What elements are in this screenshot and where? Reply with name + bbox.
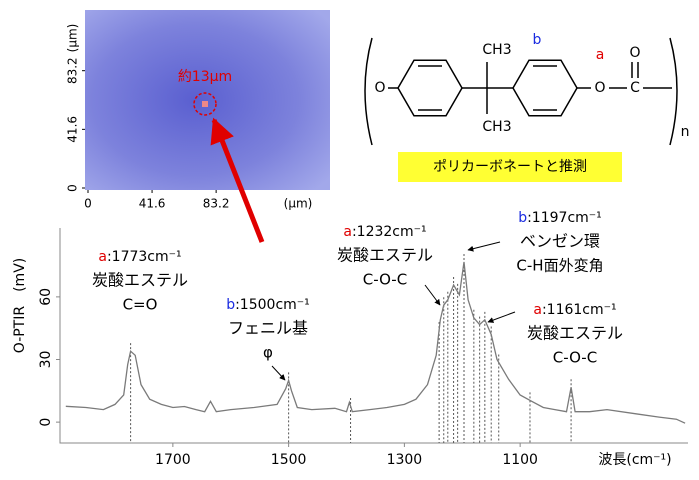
annotation-bond: φ — [263, 344, 273, 362]
atom: O — [594, 80, 605, 96]
annotation-letter: a — [533, 302, 542, 318]
annotation-arrow — [487, 311, 516, 323]
annotation-title: a:1232cm⁻¹ — [343, 224, 426, 240]
y-tick-label: 0 — [38, 418, 54, 427]
x-unit: (μm) — [284, 197, 313, 211]
x-tick-label: 41.6 — [139, 197, 166, 211]
annotation-title: a:1161cm⁻¹ — [533, 302, 616, 318]
x-tick-label: 0 — [84, 197, 92, 211]
annotation-group: フェニル基 — [228, 319, 308, 338]
y-tick-label: 0 — [66, 184, 80, 192]
structure: O CH3 CH3 b a O C O n ポリカーボネートと推測 — [364, 32, 690, 182]
annotation-arrow — [271, 365, 286, 381]
axis — [59, 228, 688, 444]
x-axis-label: 波長(cm⁻¹) — [598, 452, 671, 468]
x-tick-label: 1300 — [387, 452, 423, 468]
letter-a: a — [596, 47, 605, 63]
annotation-wavenumber: :1773cm⁻¹ — [107, 249, 182, 265]
micrograph-image — [85, 10, 330, 190]
y-tick-label: 60 — [38, 288, 54, 306]
x-tick-label: 83.2 — [203, 197, 230, 211]
annotation-wavenumber: :1500cm⁻¹ — [235, 297, 310, 313]
annotation-group: 炭酸エステル — [527, 324, 623, 343]
letter-b: b — [533, 32, 542, 48]
repeat-n: n — [681, 124, 690, 140]
annotation-bond: C=O — [123, 296, 158, 314]
annotation-group: 炭酸エステル — [92, 271, 188, 290]
note: ポリカーボネートと推測 — [433, 159, 587, 175]
y-unit: (μm) — [66, 24, 80, 53]
annotation-title: b:1500cm⁻¹ — [226, 297, 310, 313]
annotation-group: 炭酸エステル — [337, 246, 433, 265]
spot — [202, 101, 208, 107]
annotation-letter: b — [518, 210, 527, 226]
y-tick-label: 30 — [38, 351, 54, 369]
annotation-arrow — [467, 241, 501, 252]
annotation-bond: C-O-C — [363, 271, 407, 289]
annotation-wavenumber: :1232cm⁻¹ — [352, 224, 427, 240]
annotation-bond: C-O-C — [553, 349, 597, 367]
pointer-arrow — [210, 117, 265, 243]
atom: CH3 — [482, 42, 511, 58]
annotation-letter: a — [343, 224, 352, 240]
x-tick-label: 1500 — [271, 452, 307, 468]
x-tick-label: 1700 — [155, 452, 191, 468]
annotation-group: ベンゼン環 — [520, 232, 600, 251]
annotation-letter: b — [226, 297, 235, 313]
annotation-title: b:1197cm⁻¹ — [518, 210, 602, 226]
spectrum-line — [65, 261, 686, 424]
annotation-arrow — [424, 284, 441, 306]
annotation-letter: a — [98, 249, 107, 265]
y-tick-label: 41.6 — [66, 116, 80, 143]
note-box — [398, 152, 622, 182]
y-tick-label: 83.2 — [66, 57, 80, 84]
annotation-bond: C-H面外変角 — [516, 257, 603, 275]
y-axis-label: O-PTIR (mV) — [12, 258, 28, 353]
spectrum-chart: 0 30 60 1700 1500 1300 1100 波長(cm⁻¹) O-PTIR (mV)… — [12, 210, 688, 468]
atom: C — [630, 80, 640, 96]
annotation-wavenumber: :1197cm⁻¹ — [527, 210, 602, 226]
atom: O — [629, 45, 640, 61]
spot-circle — [193, 92, 217, 116]
atom: CH3 — [482, 119, 511, 135]
x-tick-label: 1100 — [502, 452, 538, 468]
atom: O — [374, 80, 385, 96]
annotation-wavenumber: :1161cm⁻¹ — [542, 302, 617, 318]
annotation-title: a:1773cm⁻¹ — [98, 249, 181, 265]
spot-label: 約13μm — [178, 69, 232, 85]
